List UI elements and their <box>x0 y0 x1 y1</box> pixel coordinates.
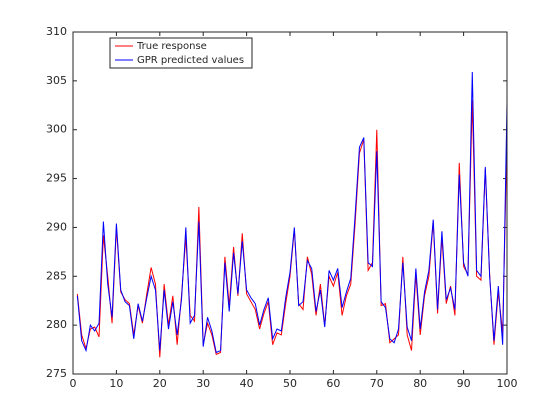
x-tick-label: 70 <box>370 377 384 390</box>
x-tick-label: 10 <box>109 377 123 390</box>
y-tick-label: 280 <box>46 318 67 331</box>
y-tick-label: 305 <box>46 74 67 87</box>
plot-area <box>73 32 507 374</box>
x-tick-label: 40 <box>240 377 254 390</box>
x-tick-label: 100 <box>497 377 518 390</box>
y-tick-label: 285 <box>46 269 67 282</box>
y-tick-label: 300 <box>46 123 67 136</box>
y-tick-label: 310 <box>46 25 67 38</box>
y-tick-label: 295 <box>46 172 67 185</box>
axes-box <box>72 31 508 375</box>
y-tick-label: 275 <box>46 367 67 380</box>
x-tick-label: 90 <box>457 377 471 390</box>
legend-label: True response <box>136 41 207 52</box>
x-tick-label: 80 <box>413 377 427 390</box>
x-tick-label: 50 <box>283 377 297 390</box>
series-line <box>76 72 508 354</box>
x-tick-label: 60 <box>326 377 340 390</box>
x-tick-label: 30 <box>196 377 210 390</box>
legend-label: GPR predicted values <box>137 55 244 66</box>
x-tick-label: 20 <box>153 377 167 390</box>
x-tick-label: 0 <box>70 377 77 390</box>
legend-box <box>109 37 253 69</box>
y-tick-label: 290 <box>46 220 67 233</box>
